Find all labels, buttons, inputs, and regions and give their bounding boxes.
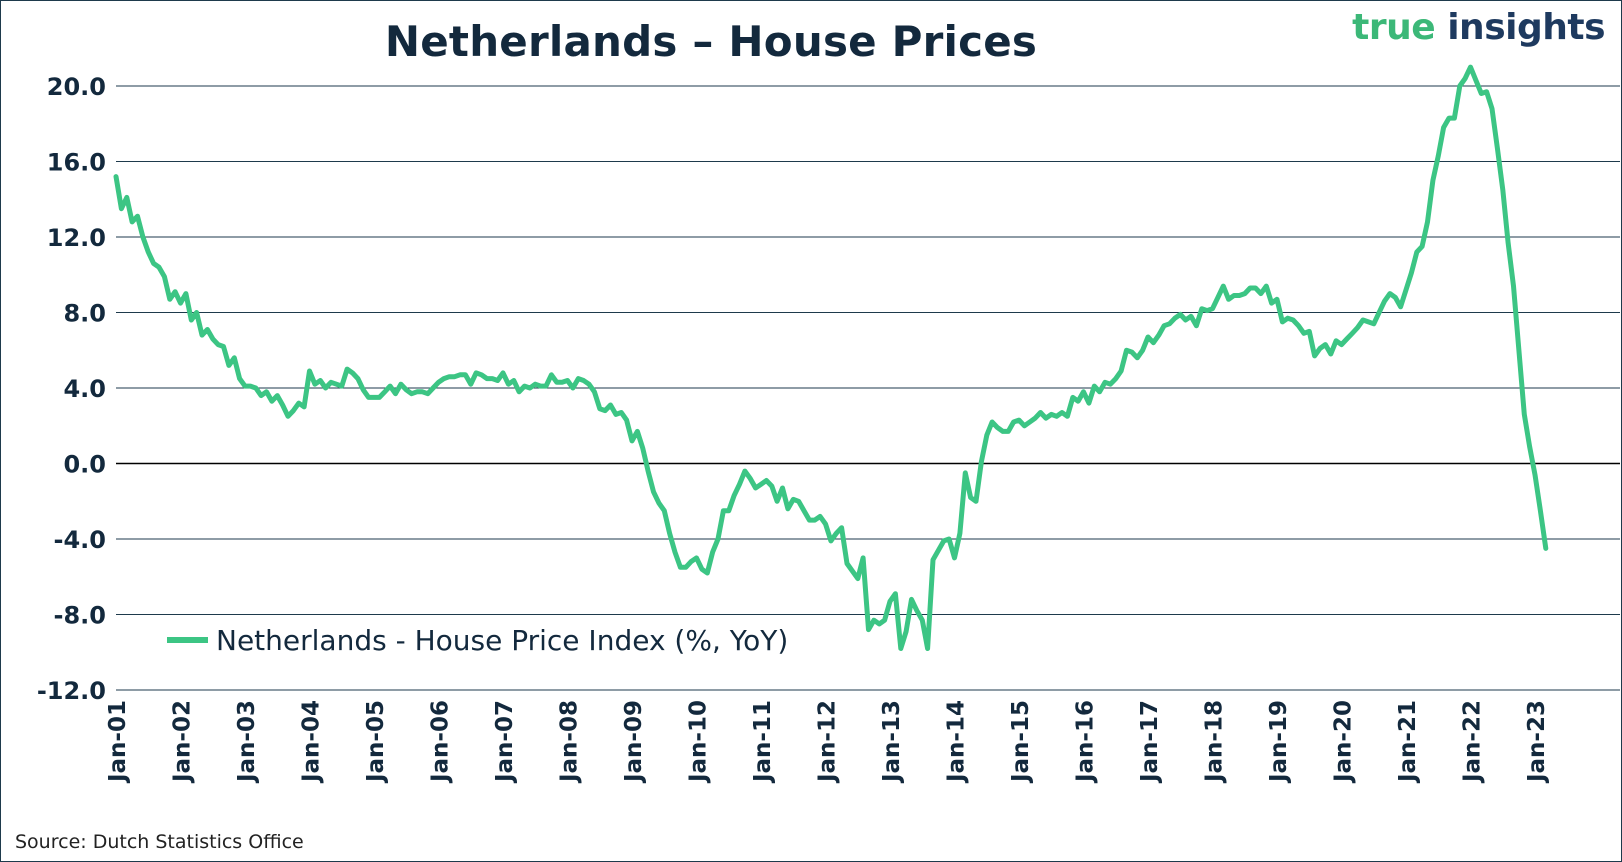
y-axis-ticks: 20.0 16.0 12.0 8.0 4.0 0.0 -4.0 -8.0 -12.0	[37, 73, 106, 705]
x-tick-label: Jan-22	[1460, 700, 1486, 784]
x-tick-label: Jan-16	[1073, 700, 1099, 784]
x-tick-label: Jan-06	[428, 700, 454, 784]
y-tick-label: 12.0	[47, 224, 106, 252]
x-tick-label: Jan-18	[1202, 700, 1228, 784]
x-tick-label: Jan-10	[686, 700, 712, 784]
legend-label: Netherlands - House Price Index (%, YoY)	[216, 624, 788, 657]
y-tick-label: -12.0	[37, 677, 106, 705]
x-tick-label: Jan-07	[492, 700, 518, 784]
legend: Netherlands - House Price Index (%, YoY)	[167, 624, 788, 657]
y-tick-label: 16.0	[47, 149, 106, 177]
x-tick-label: Jan-17	[1137, 700, 1163, 784]
y-tick-label: 0.0	[63, 451, 106, 479]
x-tick-label: Jan-14	[944, 700, 970, 784]
source-note: Source: Dutch Statistics Office	[15, 831, 304, 853]
x-tick-label: Jan-19	[1266, 700, 1292, 784]
series-line-house-price-index	[113, 64, 1549, 651]
series-layer	[113, 64, 1549, 651]
grid-lines	[116, 85, 1620, 691]
x-tick-label: Jan-12	[815, 700, 841, 784]
x-tick-label: Jan-11	[750, 700, 776, 784]
x-tick-label: Jan-20	[1331, 700, 1357, 784]
x-tick-label: Jan-21	[1395, 700, 1421, 784]
y-tick-label: 4.0	[63, 375, 106, 403]
x-tick-label: Jan-02	[170, 700, 196, 784]
x-tick-label: Jan-15	[1008, 700, 1034, 784]
y-tick-label: -4.0	[54, 526, 106, 554]
x-tick-label: Jan-04	[299, 700, 325, 784]
brand-logo: true insights	[1352, 7, 1605, 48]
x-tick-label: Jan-03	[234, 700, 260, 784]
x-tick-label: Jan-08	[557, 700, 583, 784]
x-tick-label: Jan-13	[879, 700, 905, 784]
y-tick-label: 20.0	[47, 73, 106, 101]
logo-part-insights: insights	[1447, 7, 1605, 48]
logo-part-true: true	[1352, 7, 1436, 48]
x-tick-label: Jan-09	[621, 700, 647, 784]
y-tick-label: -8.0	[54, 602, 106, 630]
x-tick-label: Jan-23	[1524, 700, 1550, 784]
chart-title: Netherlands – House Prices	[384, 17, 1038, 66]
x-tick-label: Jan-01	[105, 700, 131, 784]
x-tick-label: Jan-05	[363, 700, 389, 784]
y-tick-label: 8.0	[63, 300, 106, 328]
x-axis-ticks: Jan-01 Jan-02 Jan-03 Jan-04 Jan-05 Jan-06 Jan-…	[105, 700, 1550, 784]
